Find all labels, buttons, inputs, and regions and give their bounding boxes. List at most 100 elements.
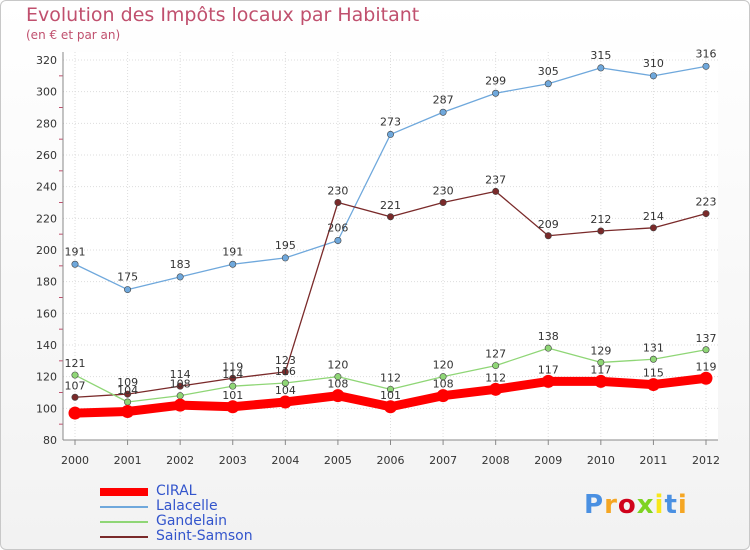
- data-label: 305: [538, 65, 559, 78]
- legend-label: CIRAL: [156, 483, 197, 499]
- y-tick-label: 200: [36, 244, 57, 257]
- data-point: [594, 374, 608, 388]
- data-label: 123: [275, 354, 296, 367]
- data-label: 299: [485, 74, 506, 87]
- legend-swatch: [100, 536, 148, 538]
- data-point: [124, 398, 132, 406]
- y-tick-label: 80: [43, 434, 57, 447]
- data-label: 108: [327, 378, 348, 391]
- x-tick-label: 2000: [61, 454, 89, 467]
- data-label: 138: [538, 330, 559, 343]
- data-point: [649, 355, 657, 363]
- data-point: [71, 393, 79, 401]
- legend-swatch: [100, 506, 148, 508]
- data-point: [334, 199, 342, 207]
- x-tick-label: 2001: [114, 454, 142, 467]
- data-label: 212: [590, 213, 611, 226]
- data-label: 108: [170, 378, 191, 391]
- x-tick-label: 2011: [639, 454, 667, 467]
- logo-letter: i: [677, 490, 688, 520]
- data-point: [384, 400, 397, 414]
- data-point: [702, 62, 710, 70]
- data-point: [439, 373, 447, 381]
- data-point: [71, 260, 79, 268]
- data-point: [436, 389, 450, 403]
- data-point: [492, 362, 500, 370]
- data-point: [544, 344, 552, 352]
- x-tick-label: 2003: [219, 454, 247, 467]
- data-label: 191: [222, 245, 243, 258]
- y-tick-label: 280: [36, 117, 57, 130]
- line-chart: 80 100 120 140 160 180 200 220 240 260 280 300 320 20…: [36, 47, 720, 467]
- data-label: 214: [643, 210, 664, 223]
- data-point: [173, 398, 187, 412]
- x-tick-label: 2007: [429, 454, 457, 467]
- y-tick-label: 220: [36, 212, 57, 225]
- data-point: [334, 373, 342, 381]
- data-label: 273: [380, 115, 401, 128]
- data-point: [702, 210, 710, 218]
- data-point: [176, 392, 184, 400]
- data-point: [386, 385, 394, 393]
- data-label: 104: [117, 384, 138, 397]
- x-tick-label: 2005: [324, 454, 352, 467]
- y-tick-label: 100: [36, 402, 57, 415]
- data-label: 221: [380, 199, 401, 212]
- y-tick-label: 180: [36, 276, 57, 289]
- data-point: [226, 400, 240, 414]
- data-point: [121, 405, 135, 418]
- data-label: 119: [222, 360, 243, 373]
- data-point: [597, 64, 605, 72]
- data-point: [489, 382, 503, 396]
- plot-area: [63, 52, 718, 440]
- y-tick-label: 260: [36, 149, 57, 162]
- data-label: 129: [590, 344, 611, 357]
- data-point: [331, 389, 345, 403]
- y-tick-label: 120: [36, 371, 57, 384]
- data-label: 137: [696, 332, 717, 345]
- data-point: [597, 358, 605, 366]
- data-point: [281, 368, 289, 376]
- data-label: 191: [65, 245, 86, 258]
- data-point: [541, 374, 555, 388]
- data-point: [492, 187, 500, 195]
- data-point: [176, 382, 184, 390]
- x-tick-label: 2012: [692, 454, 720, 467]
- y-tick-label: 240: [36, 181, 57, 194]
- data-label: 230: [327, 185, 348, 198]
- x-tick-label: 2010: [587, 454, 615, 467]
- data-label: 131: [643, 341, 664, 354]
- data-label: 114: [170, 368, 191, 381]
- data-label: 101: [380, 389, 401, 402]
- data-point: [544, 232, 552, 240]
- data-point: [699, 371, 713, 385]
- proxiti-logo: Proxiti: [584, 490, 688, 520]
- data-point: [649, 72, 657, 80]
- data-point: [492, 89, 500, 97]
- y-tick-label: 320: [36, 54, 57, 67]
- data-label: 115: [643, 367, 664, 380]
- data-label: 108: [433, 378, 454, 391]
- data-label: 109: [117, 376, 138, 389]
- data-label: 223: [696, 196, 717, 209]
- data-label: 107: [65, 379, 86, 392]
- data-label: 104: [275, 384, 296, 397]
- data-point: [386, 213, 394, 221]
- data-label: 230: [433, 185, 454, 198]
- data-label: 287: [433, 93, 454, 106]
- x-tick-label: 2006: [377, 454, 405, 467]
- data-point: [439, 199, 447, 207]
- x-tick-label: 2009: [534, 454, 562, 467]
- logo-letter: x: [636, 490, 655, 520]
- data-label: 119: [696, 360, 717, 373]
- data-point: [702, 346, 710, 354]
- data-point: [281, 254, 289, 262]
- y-tick-label: 300: [36, 86, 57, 99]
- data-label: 112: [485, 371, 506, 384]
- data-label: 209: [538, 218, 559, 231]
- chart-title: Evolution des Impôts locaux par Habitant: [26, 4, 420, 26]
- data-label: 117: [538, 363, 559, 376]
- data-label: 101: [222, 389, 243, 402]
- data-label: 195: [275, 239, 296, 252]
- legend-label: Gandelain: [156, 513, 228, 529]
